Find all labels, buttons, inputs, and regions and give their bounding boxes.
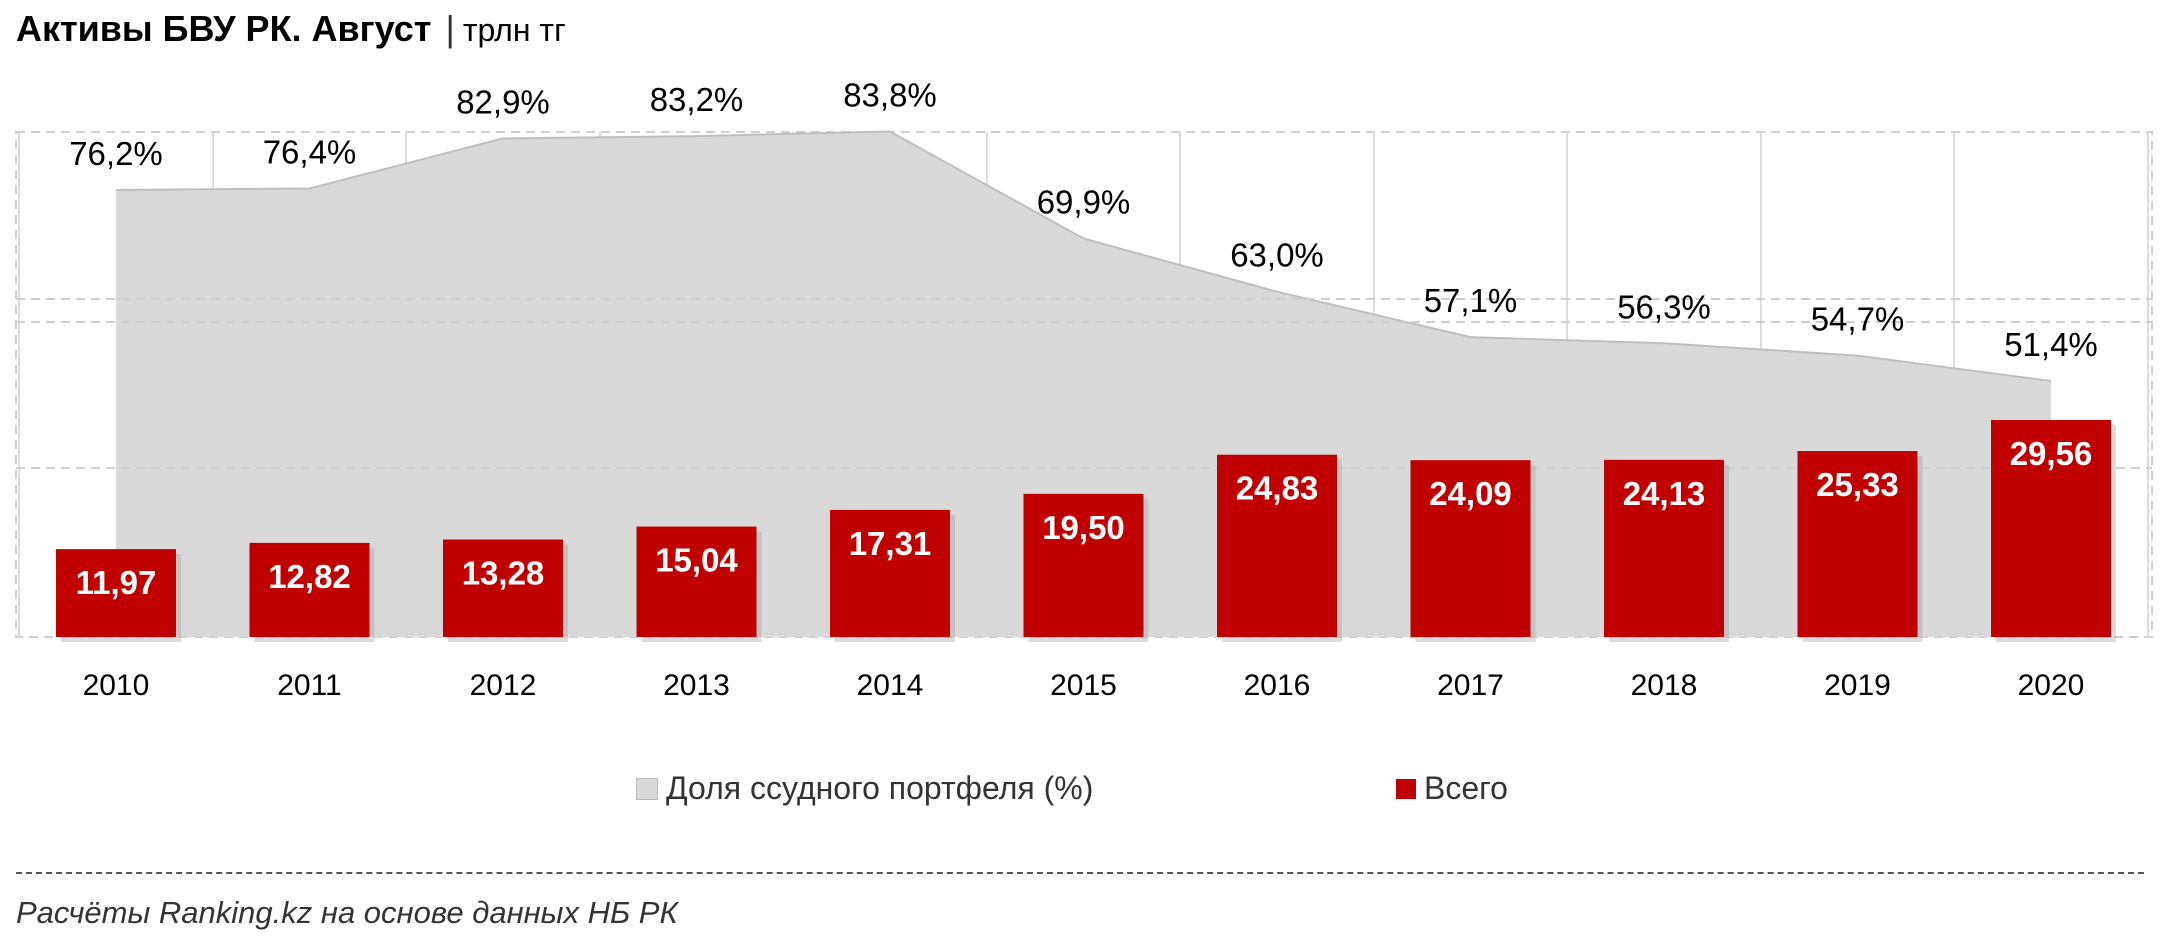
bar-2010 [56, 549, 176, 637]
x-tick-label-2010: 2010 [83, 669, 150, 702]
bar-2012 [443, 539, 563, 637]
bar-2017 [1410, 460, 1531, 637]
chart-canvas: 11,97 12,82 13,28 15,04 17,31 19,50 24,83 24,09… [15, 77, 2153, 702]
legend-item-share: Доля ссудного портфеля (%) [636, 770, 1093, 807]
legend-item-total: Всего [1396, 770, 1508, 807]
legend-label-share: Доля ссудного портфеля (%) [666, 770, 1094, 806]
bar-value-label-2018: 24,13 [1623, 475, 1706, 512]
share-value-label-2013: 83,2% [650, 81, 744, 118]
bar-2018 [1604, 459, 1724, 637]
bar-value-label-2014: 17,31 [849, 525, 932, 562]
bar-2014 [830, 509, 950, 637]
bar-2020 [1991, 420, 2111, 637]
x-tick-label-2013: 2013 [663, 669, 730, 702]
footer-divider [16, 872, 2144, 874]
bar-value-label-2011: 12,82 [268, 558, 351, 595]
bar-value-label-2019: 25,33 [1816, 466, 1899, 503]
bar-value-label-2013: 15,04 [655, 542, 738, 579]
x-tick-label-2015: 2015 [1050, 669, 1117, 702]
share-value-label-2015: 69,9% [1037, 184, 1131, 221]
chart-unit: трлн тг [462, 12, 566, 48]
area-share-outline [115, 130, 2052, 382]
share-value-label-2014: 83,8% [843, 77, 937, 114]
bar-value-label-2015: 19,50 [1042, 509, 1125, 546]
x-tick-label-2019: 2019 [1824, 669, 1891, 702]
bar-2015 [1023, 493, 1144, 637]
title-separator: | [445, 8, 455, 49]
bar-value-label-2016: 24,83 [1236, 470, 1319, 507]
bar-2019 [1797, 451, 1918, 637]
share-value-label-2010: 76,2% [69, 135, 163, 172]
source-note: Расчёты Ranking.kz на основе данных НБ Р… [16, 895, 678, 930]
x-tick-label-2011: 2011 [277, 669, 342, 702]
area-share-of-loan-portfolio [116, 131, 2051, 637]
bar-value-label-2017: 24,09 [1429, 475, 1512, 512]
share-value-label-2018: 56,3% [1617, 288, 1711, 325]
share-value-label-2012: 82,9% [456, 83, 550, 120]
x-tick-label-2020: 2020 [2018, 669, 2085, 702]
share-value-label-2017: 57,1% [1424, 282, 1518, 319]
x-tick-label-2016: 2016 [1244, 669, 1311, 702]
x-tick-label-2017: 2017 [1437, 669, 1504, 702]
share-value-label-2019: 54,7% [1811, 301, 1905, 338]
bar-value-label-2020: 29,56 [2010, 435, 2093, 472]
legend-swatch-total [1396, 778, 1416, 799]
x-tick-label-2012: 2012 [470, 669, 537, 702]
x-tick-label-2018: 2018 [1631, 669, 1698, 702]
legend-label-total: Всего [1424, 770, 1508, 806]
x-tick-label-2014: 2014 [857, 669, 924, 702]
chart-title-text: Активы БВУ РК. Август [16, 8, 432, 49]
bar-2013 [636, 526, 757, 637]
chart-title: Активы БВУ РК. Август | трлн тг [16, 8, 566, 50]
share-value-label-2020: 51,4% [2004, 326, 2098, 363]
bar-value-label-2010: 11,97 [76, 564, 157, 601]
bar-value-label-2012: 13,28 [462, 555, 545, 592]
legend-swatch-share [636, 777, 658, 800]
bar-2016 [1217, 454, 1337, 637]
bar-2011 [249, 542, 370, 637]
share-value-label-2011: 76,4% [263, 134, 357, 171]
share-value-label-2016: 63,0% [1230, 237, 1324, 274]
